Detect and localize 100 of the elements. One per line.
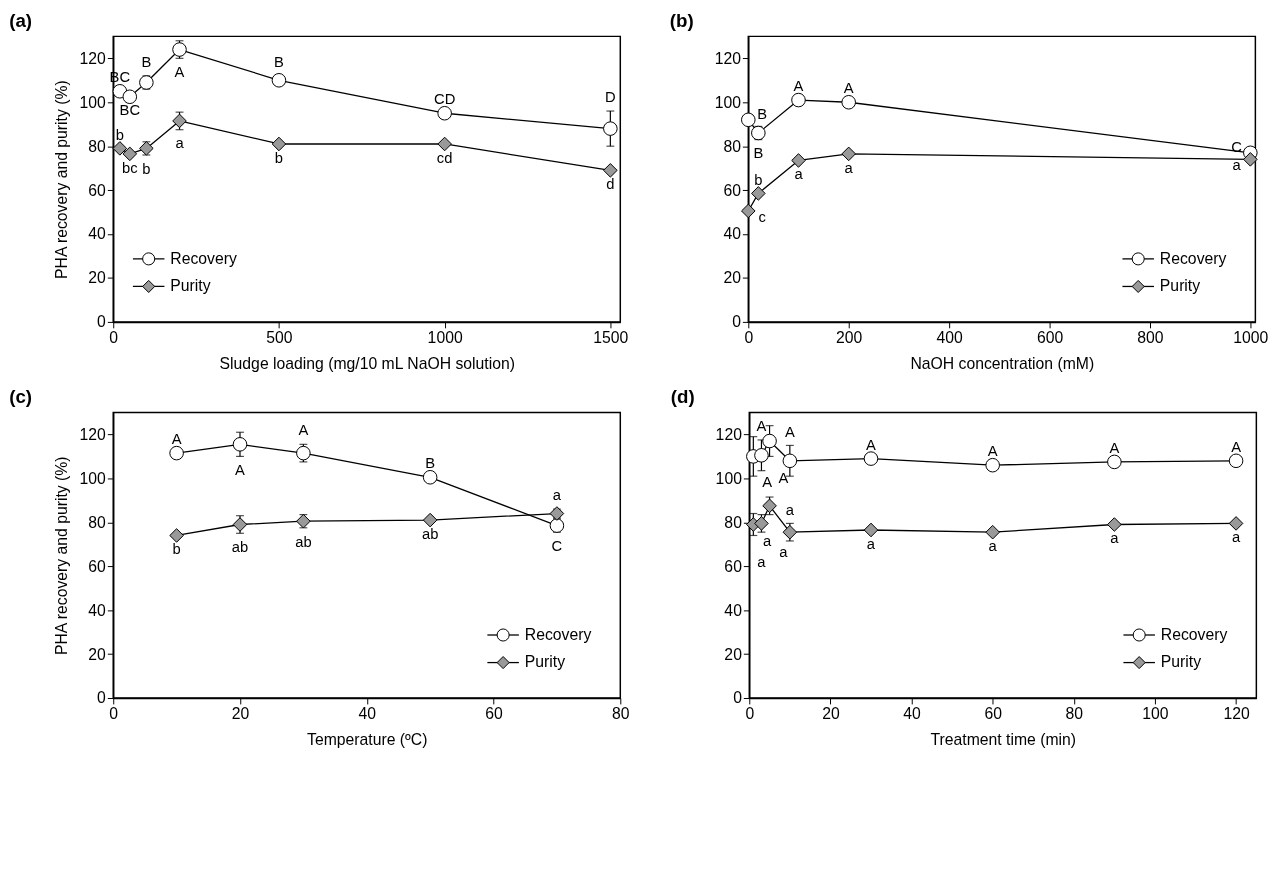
point [1243,152,1258,167]
annotation: A [1109,440,1120,457]
annotation: C [1231,138,1243,155]
legend-label: Purity [170,277,211,295]
x-tick-label: 200 [836,329,863,347]
y-tick-label: 60 [723,181,742,199]
annotation: C [551,537,563,554]
x-tick-label: 60 [485,705,504,723]
annotation: A [778,470,789,486]
point [985,457,1000,473]
annotation: A [298,422,309,439]
annotation: B [425,455,436,472]
annotation: b [142,160,151,177]
y-tick-label: 20 [88,269,107,287]
y-tick-label: 40 [88,225,107,243]
point [1107,454,1122,470]
point [1228,516,1244,531]
point [603,121,618,136]
x-tick-label: 600 [1036,329,1064,347]
y-tick-label: 60 [88,181,107,199]
point [791,92,806,108]
annotation: B [274,54,285,71]
annotation: a [1231,529,1241,546]
point [169,445,184,461]
y-tick-label: 100 [79,93,107,111]
annotation: A [235,462,246,479]
annotation: ab [295,533,312,550]
point [741,203,756,219]
x-tick-label: 1000 [1233,329,1269,347]
y-tick-label: 100 [79,469,107,487]
y-tick-label: 40 [88,601,107,619]
y-axis-title: PHA recovery and purity (%) [52,456,70,656]
annotation: a [844,159,854,176]
annotation: a [794,166,804,183]
annotation: CD [433,91,456,108]
annotation: A [762,474,773,491]
annotation: a [175,135,185,152]
annotation: b [754,171,763,188]
point [232,517,248,532]
y-tick-label: 20 [88,645,107,663]
annotation: B [141,54,152,71]
point [1228,453,1244,469]
y-tick-label: 100 [715,469,743,487]
y-tick-label: 100 [714,93,742,111]
annotation: a [763,533,773,550]
y-tick-label: 60 [724,557,743,575]
x-tick-label: 40 [358,705,377,723]
annotation: A [866,436,877,453]
annotation: b [172,541,181,558]
annotation: ab [421,525,439,542]
point [603,163,618,178]
x-tick-label: 0 [109,705,119,723]
point [751,186,766,201]
annotation: A [793,78,804,95]
point [271,73,287,88]
annotation: a [988,537,998,554]
annotation: b [274,149,284,166]
y-tick-label: 120 [714,49,742,67]
x-axis-title: Temperature (ºC) [307,730,428,748]
annotation: A [756,418,767,435]
point [754,448,769,463]
point [422,512,438,528]
chart-title: (c) [9,385,33,407]
y-tick-label: 80 [88,137,107,155]
point [549,506,565,521]
point [782,524,798,540]
annotation: a [1232,157,1242,174]
x-tick-label: 120 [1223,705,1250,723]
annotation: a [866,535,876,552]
x-axis-title: Treatment time (min) [930,730,1077,748]
point [782,453,798,469]
y-tick-label: 120 [715,425,743,443]
point [112,141,128,156]
annotation: D [605,89,616,106]
annotation: A [1231,438,1242,455]
annotation: c [758,208,766,225]
annotation: cd [436,149,453,166]
annotation: ab [231,538,249,555]
point [296,445,311,461]
x-tick-label: 60 [984,705,1003,723]
y-tick-label: 120 [79,49,107,67]
point [549,518,565,533]
point [762,433,777,449]
y-tick-label: 80 [723,137,742,155]
point [122,146,138,162]
chart-title: (b) [669,9,694,31]
chart-title: (a) [9,9,33,31]
x-tick-label: 400 [936,329,963,347]
y-tick-label: 0 [732,313,742,331]
annotation: B [753,145,764,162]
annotation: A [843,80,854,97]
legend-label: Recovery [1159,249,1227,267]
annotation: bc [122,159,138,176]
x-tick-label: 0 [744,329,754,347]
point [863,451,879,466]
point [863,522,879,538]
annotation: A [987,443,998,460]
point [841,95,856,110]
annotation: a [785,501,795,518]
x-tick-label: 500 [266,329,293,347]
